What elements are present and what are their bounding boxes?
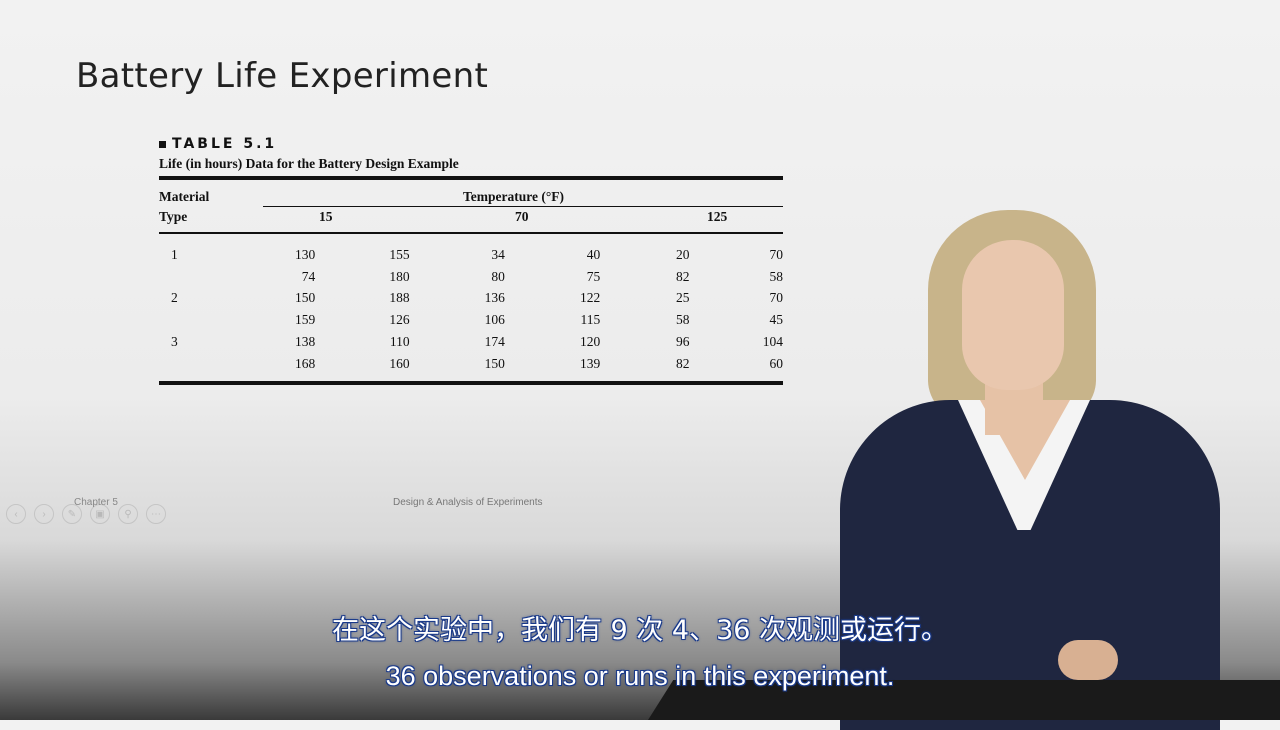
battery-data-table: TABLE 5.1 Life (in hours) Data for the B… [159, 136, 783, 385]
slides-icon[interactable]: ▣ [90, 504, 110, 524]
life-value-cell: 122 [579, 290, 601, 306]
life-value-cell: 168 [295, 355, 316, 371]
table-row: 168 160 150 139 82 60 [159, 353, 783, 375]
life-value-cell: 150 [295, 290, 316, 306]
header-temp-125: 125 [707, 209, 728, 224]
life-value-cell: 188 [389, 290, 410, 306]
life-value-cell: 60 [769, 355, 784, 371]
life-value-cell: 25 [676, 290, 690, 306]
life-value-cell: 180 [389, 268, 410, 284]
table-caption: Life (in hours) Data for the Battery Des… [159, 156, 459, 171]
life-value-cell: 159 [295, 312, 316, 328]
life-value-cell: 106 [484, 312, 505, 328]
life-value-cell: 104 [762, 334, 783, 350]
more-icon[interactable]: ⋯ [146, 504, 166, 524]
header-temp-15: 15 [319, 209, 333, 224]
header-temperature: Temperature (°F) [463, 189, 564, 204]
table-row: 74 180 80 75 82 58 [159, 266, 783, 288]
presenter [810, 200, 1250, 730]
life-value-cell: 126 [389, 312, 410, 328]
life-value-cell: 138 [295, 334, 316, 350]
table-header: Material Type Temperature (°F) 15 70 125 [159, 180, 783, 232]
header-type: Type [159, 209, 188, 224]
header-sub-rule [263, 206, 783, 207]
life-value-cell: 58 [769, 268, 784, 284]
life-value-cell: 139 [579, 355, 601, 371]
life-value-cell: 58 [676, 312, 690, 328]
subtitle-english: 36 observations or runs in this experime… [385, 661, 895, 691]
life-value-cell: 174 [484, 334, 505, 350]
material-type-cell [159, 309, 229, 331]
material-type-cell [159, 353, 229, 375]
life-value-cell: 136 [484, 290, 505, 306]
life-value-cell: 82 [676, 268, 690, 284]
pen-icon[interactable]: ✎ [62, 504, 82, 524]
table-row: 3 138 110 174 120 96 104 [159, 331, 783, 353]
header-temp-70: 70 [515, 209, 529, 224]
zoom-icon[interactable]: ⚲ [118, 504, 138, 524]
table-row: 2 150 188 136 122 25 70 [159, 288, 783, 310]
subtitle-chinese: 在这个实验中，我们有 9 次 4、36 次观测或运行。 [331, 615, 949, 646]
podium [648, 680, 1280, 720]
life-value-cell: 70 [769, 246, 784, 262]
life-value-cell: 82 [676, 355, 690, 371]
material-type-cell: 3 [171, 334, 178, 350]
square-bullet-icon [159, 140, 166, 148]
footer-course: Design & Analysis of Experiments [393, 497, 543, 508]
life-value-cell: 20 [676, 246, 690, 262]
life-value-cell: 110 [389, 334, 410, 350]
header-bottom-rule [159, 232, 783, 234]
footer-chapter: Chapter 5 [74, 497, 118, 508]
table-label: TABLE 5.1 [159, 136, 783, 152]
life-value-cell: 120 [579, 334, 601, 350]
slide-title: Battery Life Experiment [76, 56, 489, 96]
table-row: 1 130 155 34 40 20 70 [159, 244, 783, 266]
material-type-cell: 1 [171, 246, 178, 262]
material-type-cell [159, 266, 229, 288]
life-value-cell: 155 [389, 246, 410, 262]
slide-nav-controls: ‹ › ✎ ▣ ⚲ ⋯ [6, 504, 166, 524]
life-value-cell: 150 [484, 355, 505, 371]
table-label-text: TABLE 5.1 [172, 136, 278, 152]
table-top-rule [159, 176, 783, 180]
life-value-cell: 130 [295, 246, 316, 262]
life-value-cell: 160 [389, 355, 410, 371]
previous-icon[interactable]: ‹ [6, 504, 26, 524]
life-value-cell: 75 [586, 268, 601, 284]
life-value-cell: 45 [769, 312, 784, 328]
life-value-cell: 74 [301, 268, 316, 284]
life-value-cell: 34 [491, 246, 505, 262]
table-body: 1 130 155 34 40 20 70 74 180 80 75 82 58 2 150 188 136 12… [159, 244, 783, 375]
life-value-cell: 115 [580, 312, 601, 328]
life-value-cell: 80 [491, 268, 505, 284]
presenter-hand [1058, 640, 1118, 680]
table-row: 159 126 106 115 58 45 [159, 309, 783, 331]
life-value-cell: 96 [676, 334, 690, 350]
life-value-cell: 40 [586, 246, 601, 262]
material-type-cell: 2 [171, 290, 178, 306]
next-icon[interactable]: › [34, 504, 54, 524]
table-bottom-rule [159, 380, 783, 385]
presenter-face [962, 240, 1064, 390]
header-material: Material [159, 189, 210, 204]
life-value-cell: 70 [769, 290, 784, 306]
